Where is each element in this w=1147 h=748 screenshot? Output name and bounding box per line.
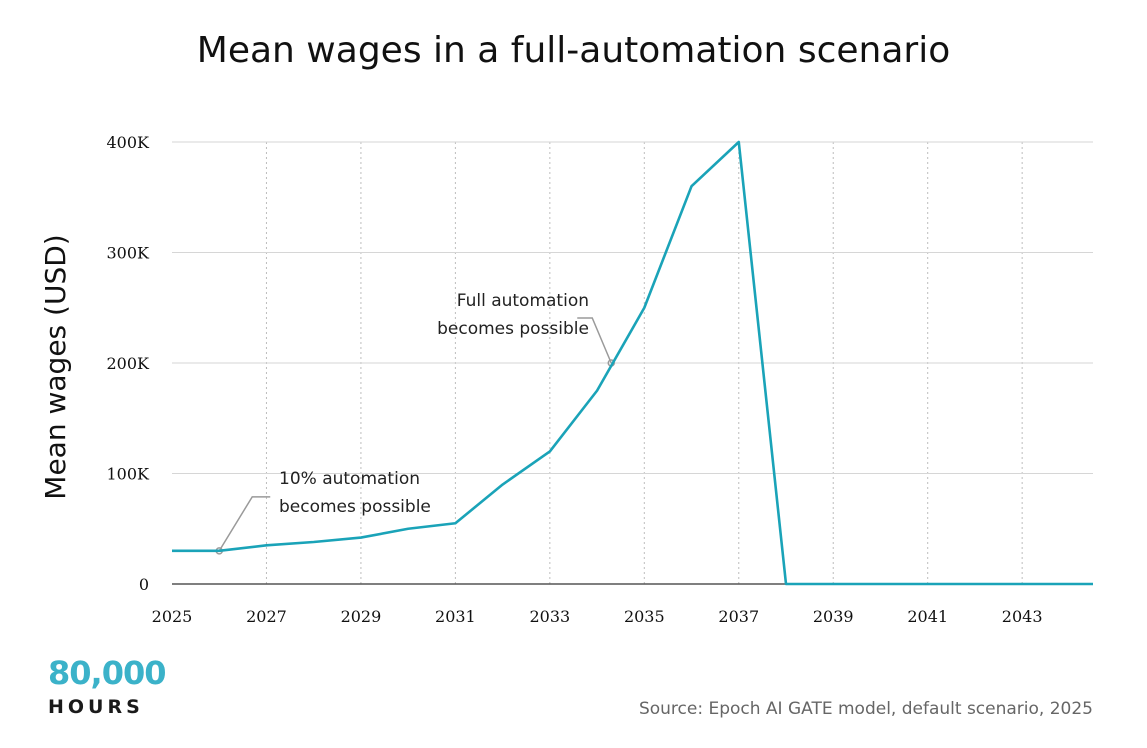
x-tick-label: 2041 [907, 607, 948, 626]
x-tick-label: 2037 [718, 607, 759, 626]
chart-title: Mean wages in a full-automation scenario [196, 30, 951, 71]
x-tick-label: 2043 [1002, 607, 1043, 626]
x-tick-label: 2031 [435, 607, 476, 626]
series-line-mean-wages [172, 140, 1093, 586]
y-tick-label: 400K [107, 133, 151, 152]
source-note: Source: Epoch AI GATE model, default sce… [638, 699, 1093, 719]
annotation-leader-line [218, 496, 271, 552]
80000-hours-logo: 80,000 HOURS [48, 654, 166, 720]
annotations: 10% automation becomes possible Full autom… [215, 291, 615, 555]
annotation-text-full: Full automation [457, 291, 589, 311]
annotation-text-10pct: 10% automation [279, 469, 420, 489]
x-axis-tick-labels: 2025 2027 2029 2031 2033 2035 2037 2039 2041 2043 [152, 607, 1043, 626]
y-tick-label: 0 [139, 575, 149, 594]
annotation-leader-line [577, 317, 612, 364]
x-tick-label: 2035 [624, 607, 665, 626]
y-tick-label: 300K [107, 244, 151, 263]
y-axis-label: Mean wages (USD) [39, 234, 72, 499]
annotation-text-full: becomes possible [437, 319, 589, 339]
logo-word: HOURS [48, 696, 144, 718]
logo-number: 80,000 [48, 654, 166, 692]
x-tick-label: 2039 [813, 607, 854, 626]
x-tick-label: 2025 [152, 607, 193, 626]
y-tick-label: 200K [107, 354, 151, 373]
annotation-text-10pct: becomes possible [279, 497, 431, 517]
y-tick-label: 100K [107, 465, 151, 484]
y-axis-tick-labels: 0 100K 200K 300K 400K [107, 133, 151, 594]
horizontal-gridlines [172, 141, 1093, 474]
x-tick-label: 2029 [341, 607, 382, 626]
x-tick-label: 2033 [529, 607, 570, 626]
x-tick-label: 2027 [246, 607, 287, 626]
